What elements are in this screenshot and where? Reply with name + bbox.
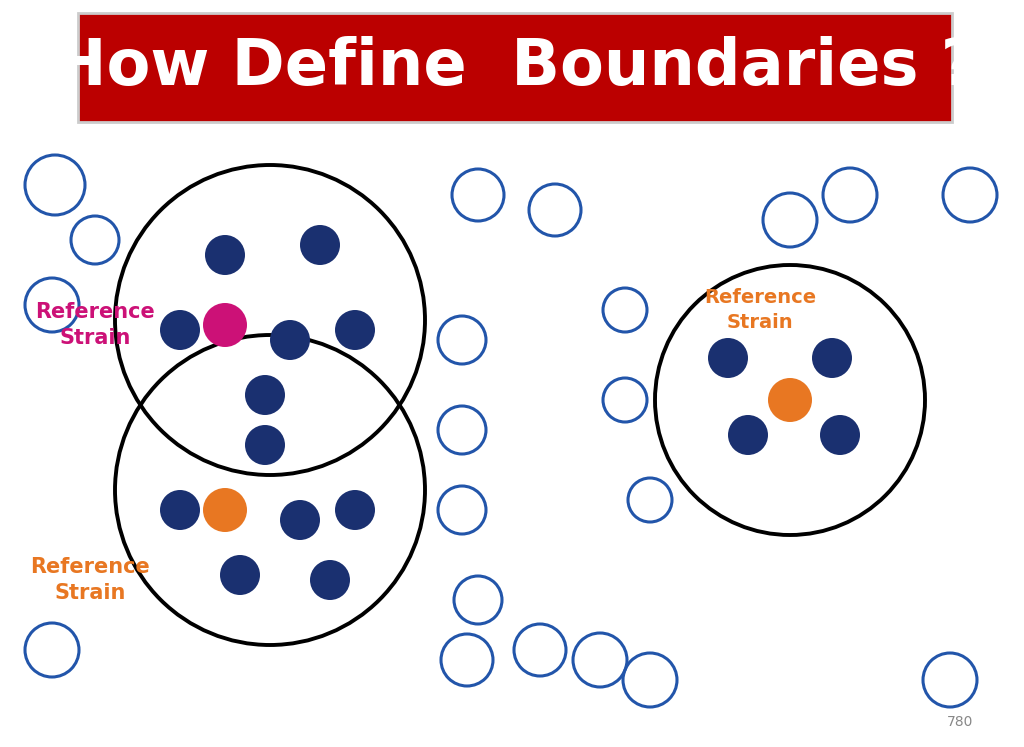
- Text: How Define  Boundaries ?: How Define Boundaries ?: [52, 37, 977, 99]
- Circle shape: [812, 338, 852, 378]
- Circle shape: [335, 490, 375, 530]
- Circle shape: [300, 225, 340, 265]
- Text: Reference
Strain: Reference Strain: [703, 288, 816, 332]
- Text: Reference
Strain: Reference Strain: [35, 302, 155, 348]
- FancyBboxPatch shape: [78, 13, 952, 122]
- Circle shape: [160, 310, 200, 350]
- Text: 780: 780: [947, 715, 973, 729]
- Circle shape: [820, 415, 860, 455]
- Circle shape: [203, 488, 247, 532]
- Circle shape: [768, 378, 812, 422]
- Circle shape: [270, 320, 310, 360]
- Circle shape: [220, 555, 260, 595]
- Circle shape: [708, 338, 748, 378]
- Circle shape: [160, 490, 200, 530]
- Circle shape: [245, 375, 285, 415]
- Circle shape: [280, 500, 319, 540]
- Circle shape: [335, 310, 375, 350]
- Circle shape: [205, 235, 245, 275]
- Circle shape: [310, 560, 350, 600]
- Circle shape: [245, 425, 285, 465]
- Text: Reference
Strain: Reference Strain: [30, 557, 150, 603]
- Circle shape: [203, 303, 247, 347]
- Circle shape: [728, 415, 768, 455]
